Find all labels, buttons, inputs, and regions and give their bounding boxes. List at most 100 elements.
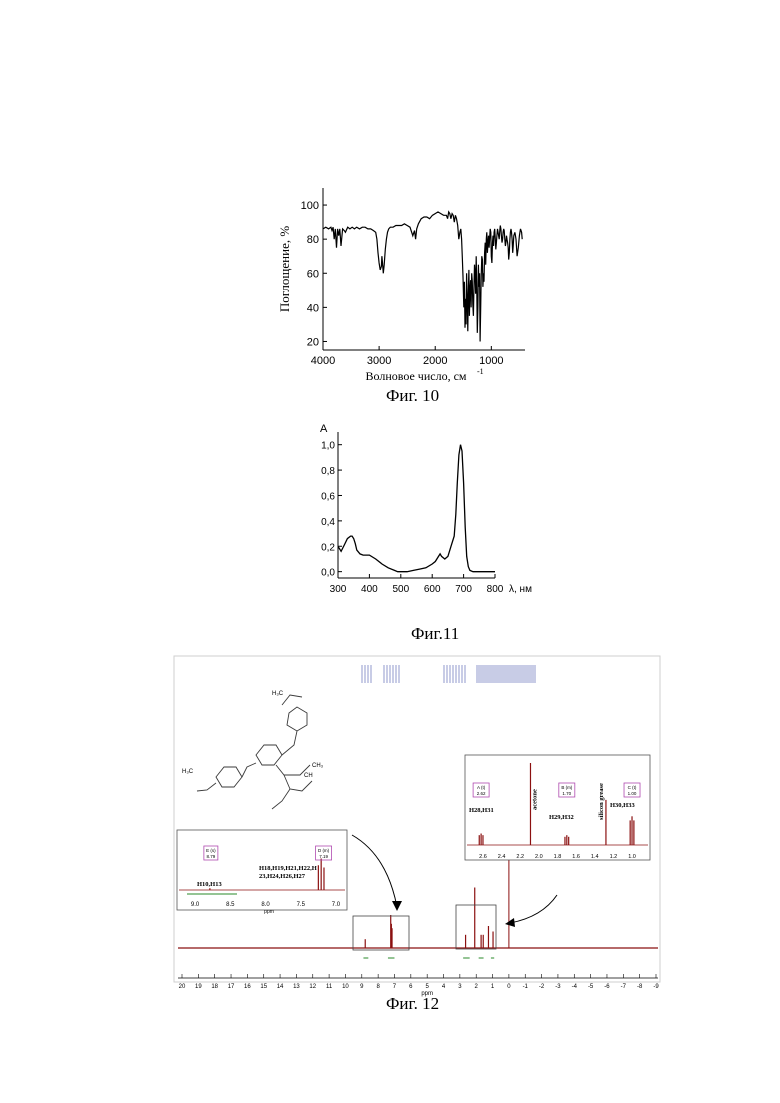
fig10-caption: Фиг. 10 xyxy=(386,386,439,406)
fig12-inset-left-tick-label: 7.5 xyxy=(297,902,306,908)
fig12-x-tick-label: -6 xyxy=(604,984,610,990)
fig12-x-tick-label: 20 xyxy=(179,984,186,990)
fig12-inset-right-tick-label: 1.2 xyxy=(610,854,618,860)
fig12-inset-right-box_c-value: 1.00 xyxy=(628,791,637,796)
fig12-inset-left-box-d-label: D (m) xyxy=(318,848,330,853)
fig10-x-axis-label-sup: -1 xyxy=(477,367,484,376)
fig12-inset-right-grease: silicon grease xyxy=(598,783,605,820)
fig10-series-line xyxy=(323,212,522,342)
fig12-inset-left-box-e-label: E (s) xyxy=(206,848,216,853)
fig12-inset-right-tick-label: 1.6 xyxy=(572,854,580,860)
fig11-series-line xyxy=(338,445,495,572)
fig10-svg: 204060801004000300020001000Поглощение, %… xyxy=(275,180,535,390)
fig12-x-tick-label: 3 xyxy=(458,984,462,990)
fig11-x-tick-label: 600 xyxy=(424,584,441,595)
fig12-inset-right-tick-label: 2.0 xyxy=(535,854,543,860)
fig12-x-tick-label: 2 xyxy=(475,984,479,990)
fig11-x-axis-label: λ, нм xyxy=(509,584,532,595)
fig12-x-tick-label: -8 xyxy=(637,984,643,990)
fig12-inset-left-axis-label: ppm xyxy=(264,909,274,915)
fig12-inset-left-h10: H10,H13 xyxy=(197,881,222,888)
fig12-x-tick-label: 5 xyxy=(426,984,430,990)
fig11-y-tick-label: 0,0 xyxy=(321,568,335,579)
fig12-caption: Фиг. 12 xyxy=(386,994,439,1014)
fig12-x-tick-label: 15 xyxy=(260,984,267,990)
fig12-x-tick-label: 18 xyxy=(211,984,218,990)
fig12-inset-right-tick-label: 1.4 xyxy=(591,854,599,860)
fig12-inset-right-box_a-label: A (t) xyxy=(477,785,486,790)
fig12-x-tick-label: 11 xyxy=(326,984,333,990)
fig12-inset-right-acetone: acetone xyxy=(531,789,538,810)
fig10-y-tick-label: 100 xyxy=(301,200,319,212)
fig10-y-tick-label: 40 xyxy=(307,302,319,314)
fig12-svg: 20191817161514131211109876543210-1-2-3-4… xyxy=(172,655,662,995)
fig12-inset-right-box_c-label: C (t) xyxy=(628,785,637,790)
fig11-y-tick-label: 1,0 xyxy=(321,441,335,452)
fig10-y-tick-label: 20 xyxy=(307,336,319,348)
fig12-inset-right-tick-label: 2.2 xyxy=(516,854,524,860)
fig12-inset-right-box_b-label: B (m) xyxy=(561,785,572,790)
fig12-inset-left-tick-label: 8.0 xyxy=(261,902,270,908)
fig12-inset-right-h29: H29,H32 xyxy=(549,814,574,821)
fig12-x-tick-label: 1 xyxy=(491,984,495,990)
fig11-svg: 0,00,20,40,60,81,0300400500600700800Aλ, … xyxy=(310,420,550,610)
fig11-y-axis-label: A xyxy=(320,423,328,435)
fig11-x-tick-label: 500 xyxy=(392,584,409,595)
fig11-y-tick-label: 0,8 xyxy=(321,466,335,477)
fig12-inset-left-h18-1: H18,H19,H21,H22,H xyxy=(259,865,317,872)
fig11-x-tick-label: 800 xyxy=(487,584,504,595)
fig12-x-tick-label: -7 xyxy=(621,984,627,990)
fig12-inset-left-box-d-value: 7.19 xyxy=(319,854,328,859)
fig12-x-tick-label: -2 xyxy=(539,984,545,990)
fig12-x-tick-label: 10 xyxy=(342,984,349,990)
fig11-caption: Фиг.11 xyxy=(411,624,459,644)
fig12-x-tick-label: 13 xyxy=(293,984,300,990)
fig11-x-tick-label: 300 xyxy=(330,584,347,595)
fig11-uv-chart: 0,00,20,40,60,81,0300400500600700800Aλ, … xyxy=(310,420,550,610)
fig12-x-tick-label: -1 xyxy=(523,984,529,990)
fig12-inset-right-tick-label: 2.6 xyxy=(479,854,487,860)
fig12-inset-left-tick-label: 7.0 xyxy=(332,902,341,908)
fig12-inset-right-box_b-value: 1.70 xyxy=(562,791,571,796)
fig10-ir-chart: 204060801004000300020001000Поглощение, %… xyxy=(275,180,535,390)
fig12-x-tick-label: 8 xyxy=(376,984,380,990)
fig12-inset-right-tick-label: 1.0 xyxy=(628,854,636,860)
fig12-x-tick-label: 17 xyxy=(228,984,235,990)
fig10-y-tick-label: 80 xyxy=(307,234,319,246)
fig12-x-tick-label: 4 xyxy=(442,984,446,990)
fig12-inset-right-tick-label: 1.8 xyxy=(554,854,562,860)
fig12-inset-left-tick-label: 9.0 xyxy=(191,902,200,908)
fig12-inset-left-h18-2: 23,H24,H26,H27 xyxy=(259,873,306,880)
fig12-x-tick-label: -4 xyxy=(572,984,578,990)
fig10-x-tick-label: 3000 xyxy=(367,355,391,367)
fig12-x-tick-label: -5 xyxy=(588,984,594,990)
fig12-x-tick-label: 14 xyxy=(277,984,284,990)
fig12-inset-left-tick-label: 8.5 xyxy=(226,902,235,908)
fig12-molecule-label: CH₃ xyxy=(312,763,324,769)
fig12-x-tick-label: 6 xyxy=(409,984,413,990)
fig12-x-tick-label: 7 xyxy=(393,984,397,990)
fig12-inset-right-box_a-value: 2.62 xyxy=(477,791,486,796)
fig12-x-tick-label: 16 xyxy=(244,984,251,990)
fig11-y-tick-label: 0,6 xyxy=(321,491,335,502)
fig12-inset-right-h30: H30,H33 xyxy=(610,802,635,809)
fig12-inset-right-h28: H28,H31 xyxy=(469,807,494,814)
fig12-nmr-chart: 20191817161514131211109876543210-1-2-3-4… xyxy=(172,655,662,995)
fig12-x-tick-label: 0 xyxy=(507,984,511,990)
fig10-x-axis-label: Волновое число, см xyxy=(365,369,466,383)
fig10-x-tick-label: 4000 xyxy=(311,355,335,367)
fig12-molecule-label: H₃C xyxy=(182,769,194,775)
fig11-x-tick-label: 700 xyxy=(455,584,472,595)
fig12-x-tick-label: -9 xyxy=(653,984,659,990)
fig12-x-tick-label: 9 xyxy=(360,984,364,990)
fig11-y-tick-label: 0,2 xyxy=(321,542,335,553)
fig10-x-tick-label: 2000 xyxy=(423,355,447,367)
fig12-inset-left-box-e-value: 8.79 xyxy=(206,854,215,859)
fig11-y-tick-label: 0,4 xyxy=(321,517,335,528)
fig10-y-axis-label: Поглощение, % xyxy=(277,226,292,313)
fig12-x-tick-label: 12 xyxy=(309,984,316,990)
fig12-inset-right-tick-label: 2.4 xyxy=(498,854,506,860)
fig12-x-tick-label: -3 xyxy=(555,984,561,990)
fig10-x-tick-label: 1000 xyxy=(479,355,503,367)
fig12-molecule-label: H₃C xyxy=(272,691,284,697)
